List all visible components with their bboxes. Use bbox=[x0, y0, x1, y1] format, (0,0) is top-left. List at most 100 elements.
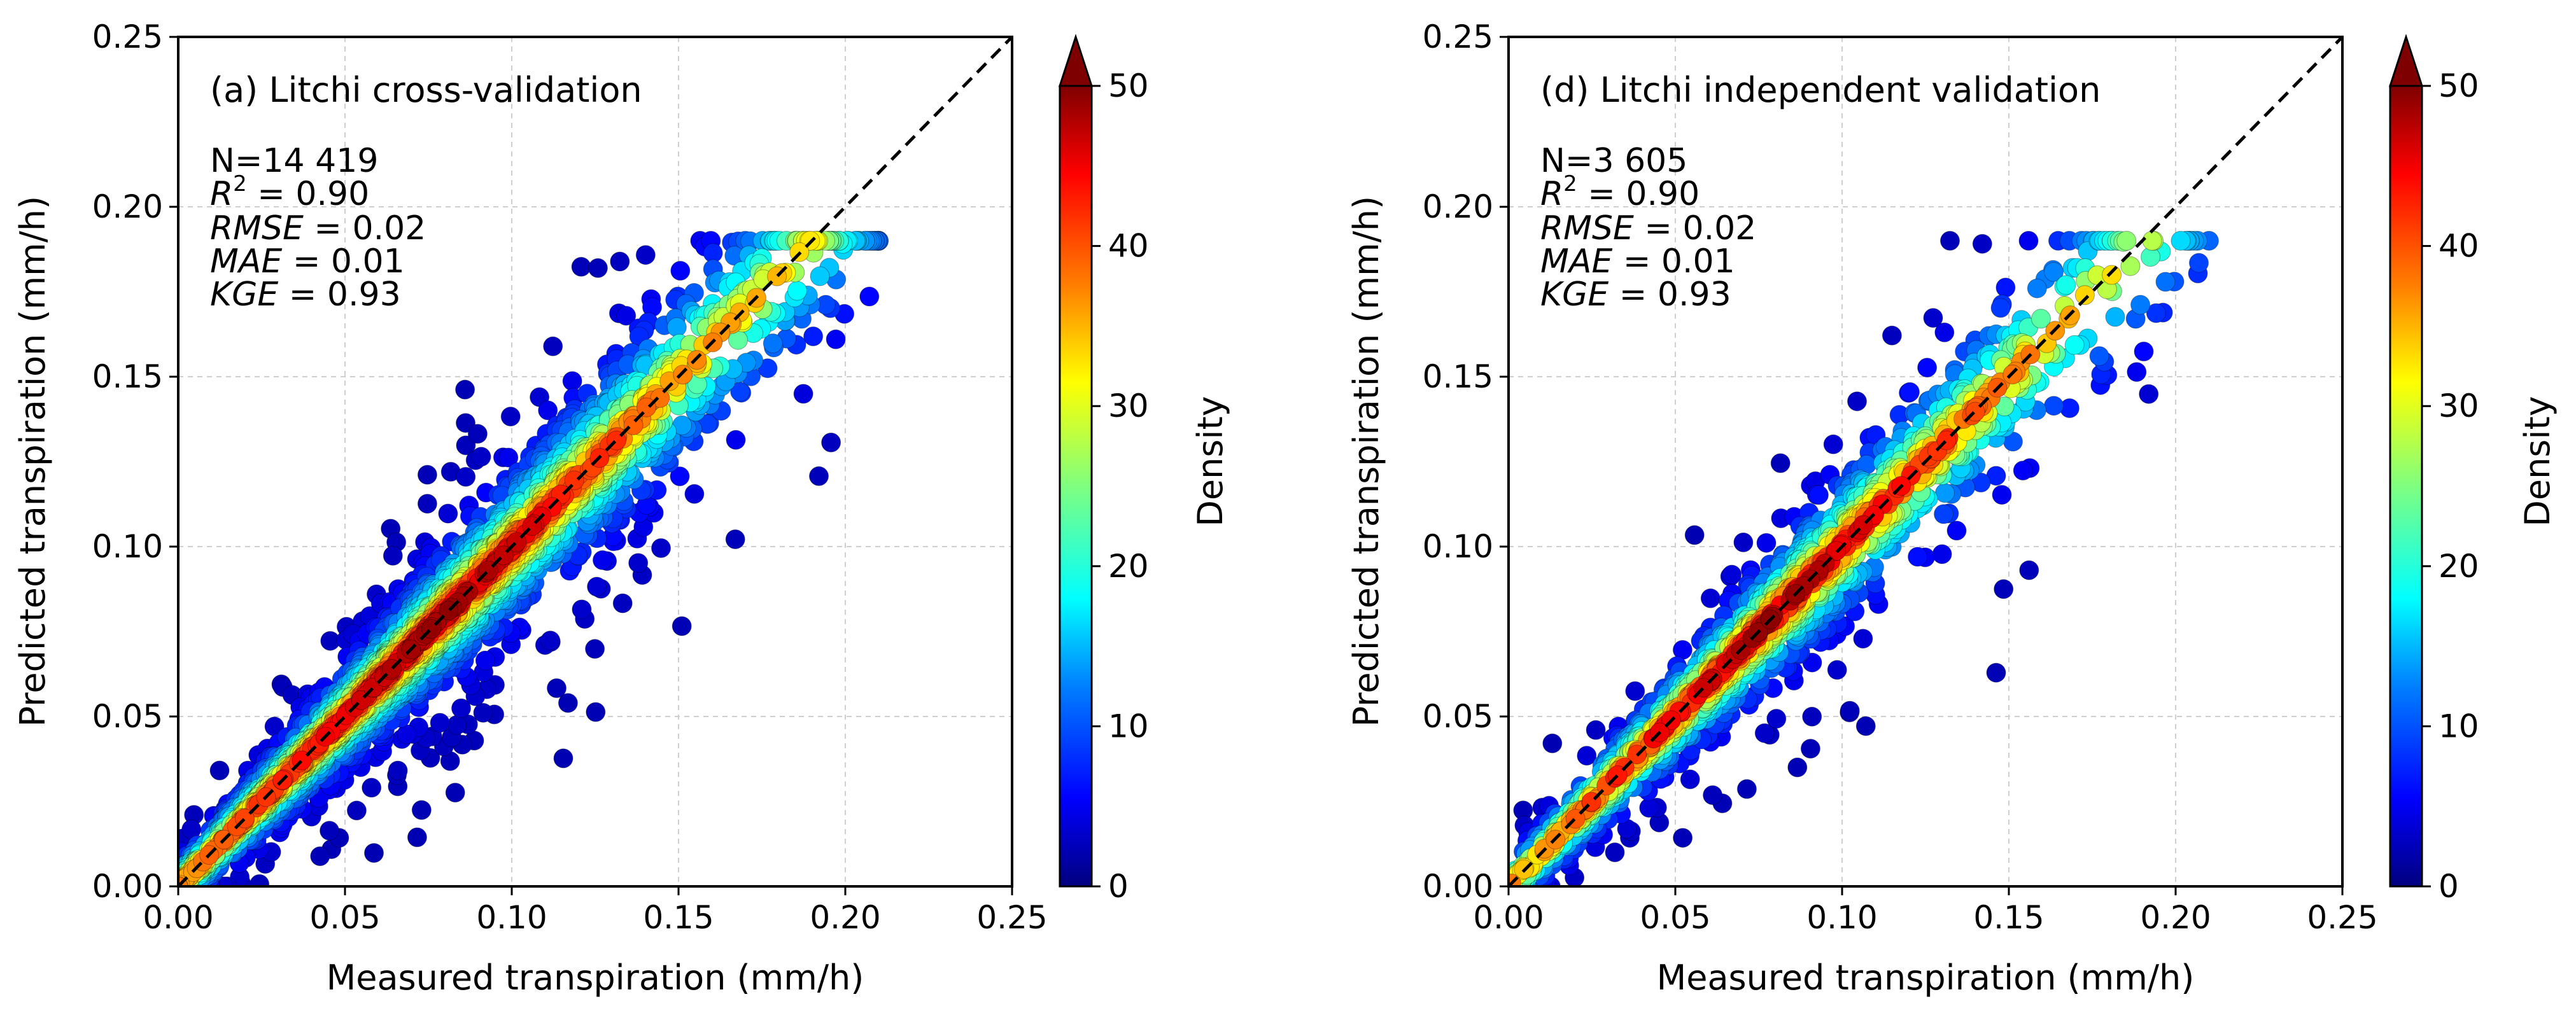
scatter-point bbox=[320, 821, 340, 841]
scatter-point bbox=[388, 760, 408, 781]
scatter-point bbox=[650, 388, 670, 408]
panel-d-colorbar-extend-arrow bbox=[2388, 34, 2424, 87]
scatter-point bbox=[2013, 461, 2033, 480]
scatter-point bbox=[616, 305, 637, 326]
panel-a-rmse-stat: RMSE = 0.02 bbox=[210, 209, 426, 248]
panel-d-rmse-value: = 0.02 bbox=[1634, 209, 1756, 248]
panel-a-one-to-one-line bbox=[177, 36, 1013, 888]
scatter-point bbox=[2089, 346, 2109, 367]
scatter-point bbox=[2146, 303, 2166, 323]
scatter-point bbox=[1756, 533, 1777, 553]
scatter-point bbox=[1934, 504, 1954, 524]
scatter-point bbox=[500, 407, 521, 427]
scatter-point bbox=[310, 846, 330, 867]
scatter-point bbox=[1917, 358, 1938, 378]
panel-d-colorbar-label: Density bbox=[2517, 396, 2558, 526]
x-tick-label: 0.00 bbox=[143, 899, 213, 936]
scatter-point bbox=[1542, 733, 1563, 753]
scatter-point bbox=[1908, 547, 1928, 567]
y-tick-label: 0.10 bbox=[92, 528, 163, 565]
scatter-point bbox=[2116, 230, 2137, 251]
scatter-point bbox=[1684, 525, 1705, 545]
scatter-point bbox=[821, 432, 841, 452]
scatter-point bbox=[1986, 662, 2006, 683]
scatter-point bbox=[787, 281, 807, 301]
scatter-point bbox=[407, 827, 427, 848]
panel-a-colorbar-extend-arrow bbox=[1058, 34, 1094, 87]
scatter-point bbox=[558, 693, 578, 713]
scatter-point bbox=[543, 336, 563, 356]
panel-a-kge-label: KGE bbox=[210, 276, 278, 314]
scatter-point bbox=[593, 550, 612, 570]
panel-a-r2-stat: R2 = 0.90 bbox=[210, 171, 369, 213]
x-tick-label: 0.15 bbox=[1973, 899, 2044, 936]
panel-d-rmse-stat: RMSE = 0.02 bbox=[1540, 209, 1756, 248]
scatter-point bbox=[725, 529, 745, 549]
scatter-point bbox=[471, 447, 491, 467]
scatter-point bbox=[810, 266, 830, 286]
panel-d-mae-stat: MAE = 0.01 bbox=[1540, 242, 1735, 281]
scatter-point bbox=[763, 333, 783, 354]
panel-a-kge-stat: KGE = 0.93 bbox=[210, 276, 401, 314]
scatter-point bbox=[456, 466, 476, 487]
panel-a-mae-value: = 0.01 bbox=[282, 242, 404, 281]
panel-d-one-to-one-line bbox=[1507, 36, 2344, 888]
panel-a-x-axis-label: Measured transpiration (mm/h) bbox=[327, 958, 864, 998]
panel-d-r2-stat: R2 = 0.90 bbox=[1540, 171, 1700, 213]
scatter-point bbox=[1605, 842, 1625, 862]
scatter-point bbox=[2019, 560, 2039, 580]
scatter-point bbox=[587, 576, 607, 597]
panel-a-colorbar-ticks: 0 10 20 30 40 50 bbox=[1092, 67, 1149, 905]
panel-d-kge-stat: KGE = 0.93 bbox=[1540, 276, 1731, 314]
panel-d-colorbar-ticks: 0 10 20 30 40 50 bbox=[2422, 67, 2479, 905]
panel-d-plot-frame bbox=[1507, 36, 2344, 888]
scatter-point bbox=[2105, 307, 2125, 327]
scatter-point bbox=[684, 484, 705, 504]
panel-d-x-axis-label: Measured transpiration (mm/h) bbox=[1657, 958, 2195, 998]
scatter-point bbox=[1680, 769, 1700, 790]
panel-d-points bbox=[1509, 230, 2219, 886]
x-tick-label: 0.25 bbox=[2307, 899, 2377, 936]
panel-a-y-axis-label: Predicted transpiration (mm/h) bbox=[13, 196, 53, 727]
scatter-point bbox=[1722, 564, 1742, 585]
panel-a: 0.00 0.05 0.10 0.15 0.20 0.25 0.00 0.05 0.10 0.15… bbox=[13, 18, 1230, 998]
colorbar-tick-label: 10 bbox=[2439, 708, 2479, 744]
scatter-point bbox=[1700, 588, 1721, 608]
panel-d-n-stat: N=3 605 bbox=[1540, 142, 1687, 180]
scatter-point bbox=[2027, 278, 2047, 298]
scatter-point bbox=[2127, 362, 2147, 382]
y-tick-label: 0.25 bbox=[1423, 18, 1493, 55]
scatter-point bbox=[411, 800, 432, 820]
colorbar-tick-label: 50 bbox=[1108, 67, 1149, 104]
scatter-point bbox=[1923, 308, 1943, 328]
panel-d-r2-value: = 0.90 bbox=[1577, 175, 1700, 213]
scatter-point bbox=[1972, 234, 1992, 254]
x-tick-label: 0.15 bbox=[643, 899, 714, 936]
scatter-point bbox=[803, 326, 824, 347]
colorbar-tick-label: 40 bbox=[1108, 228, 1149, 265]
scatter-point bbox=[585, 639, 605, 659]
scatter-point bbox=[2189, 253, 2209, 273]
scatter-point bbox=[498, 447, 519, 468]
scatter-point bbox=[1673, 828, 1693, 848]
scatter-point bbox=[417, 494, 437, 514]
x-tick-label: 0.10 bbox=[1806, 899, 1877, 936]
scatter-point bbox=[1946, 520, 1967, 541]
scatter-point bbox=[809, 466, 829, 486]
scatter-point bbox=[1827, 660, 1847, 680]
x-tick-label: 0.05 bbox=[1640, 899, 1710, 936]
scatter-point bbox=[670, 261, 691, 281]
scatter-point bbox=[2134, 341, 2154, 361]
colorbar-tick-label: 30 bbox=[2439, 388, 2479, 424]
scatter-point bbox=[2102, 265, 2122, 285]
scatter-point bbox=[467, 424, 488, 444]
scatter-point bbox=[628, 553, 649, 573]
colorbar-tick-label: 10 bbox=[1108, 708, 1149, 744]
y-tick-label: 0.00 bbox=[1423, 868, 1493, 905]
panel-d-mae-value: = 0.01 bbox=[1612, 242, 1735, 281]
panel-a-points bbox=[178, 230, 889, 886]
panel-a-title: (a) Litchi cross-validation bbox=[210, 70, 642, 110]
y-tick-label: 0.15 bbox=[92, 358, 163, 395]
scatter-point bbox=[612, 593, 633, 613]
